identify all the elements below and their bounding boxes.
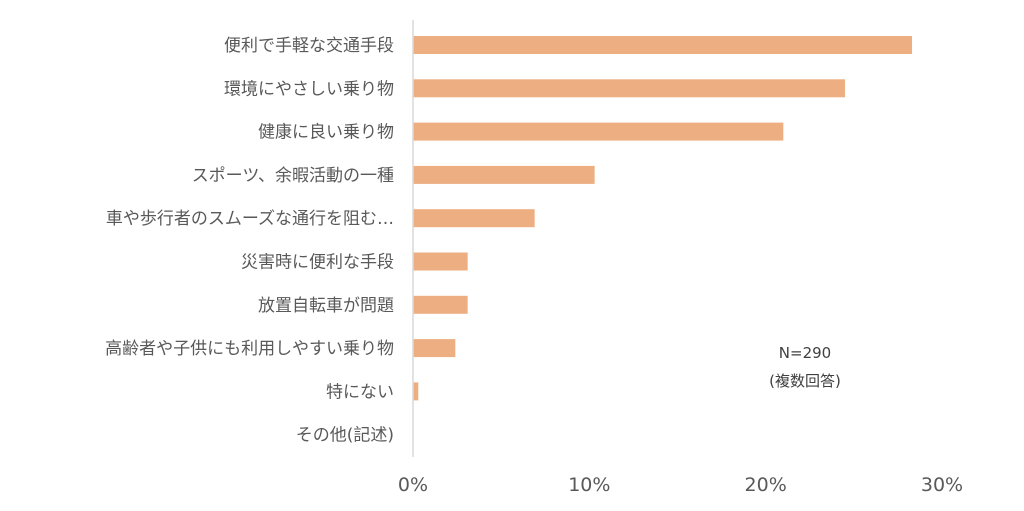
category-label-9: その他(記述) [296,426,394,446]
bars-group [413,36,913,401]
category-labels: 便利で手軽な交通手段環境にやさしい乗り物健康に良い乗り物スポーツ、余暇活動の一種… [105,36,394,446]
bar-3 [413,165,595,184]
category-label-6: 放置自転車が問題 [258,296,394,316]
x-tick-label-2: 20% [745,474,787,496]
bar-7 [413,339,456,358]
category-label-5: 災害時に便利な手段 [241,253,394,273]
category-label-7: 高齢者や子供にも利用しやすい乗り物 [105,339,394,359]
x-tick-label-0: 0% [398,474,428,496]
category-label-0: 便利で手軽な交通手段 [224,36,394,56]
bar-5 [413,252,468,271]
x-tick-label-3: 30% [921,474,963,496]
category-label-4: 車や歩行者のスムーズな通行を阻む… [106,209,394,229]
bar-6 [413,295,468,314]
bar-4 [413,209,535,228]
bar-1 [413,79,846,98]
bar-2 [413,122,784,141]
category-label-3: スポーツ、余暇活動の一種 [192,166,394,186]
x-tick-label-1: 10% [568,474,610,496]
x-tick-labels: 0% 10% 20% 30% [398,474,963,496]
category-label-8: 特にない [326,382,394,402]
multiple-answer-annotation: (複数回答) [769,372,841,390]
bar-8 [413,382,419,401]
category-label-2: 健康に良い乗り物 [258,123,394,143]
sample-size-annotation: N=290 [779,344,831,362]
bar-0 [413,36,913,54]
category-label-1: 環境にやさしい乗り物 [224,79,394,99]
